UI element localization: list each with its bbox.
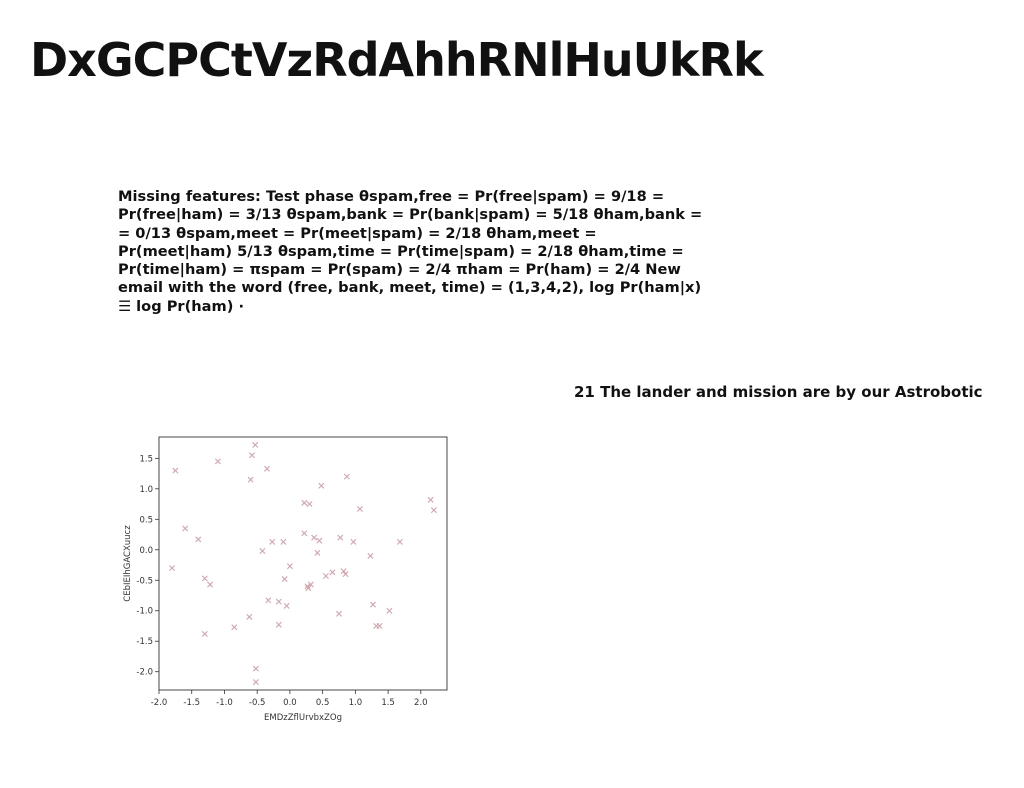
scatter-point — [269, 538, 276, 545]
scatter-point — [322, 573, 329, 579]
x-tick-label: 0.0 — [283, 698, 297, 708]
scatter-point — [286, 563, 293, 570]
scatter-point — [301, 499, 308, 506]
x-tick-label: 1.0 — [349, 698, 363, 708]
x-tick-label: -1.5 — [183, 698, 200, 708]
y-tick-label: 1.0 — [139, 485, 153, 495]
scatter-point — [207, 581, 214, 588]
scatter-point — [314, 549, 321, 556]
scatter-point — [214, 458, 221, 465]
scatter-point — [430, 507, 437, 514]
scatter-point — [201, 630, 208, 637]
body-paragraph: Missing features: Test phase θspam,free … — [118, 188, 703, 315]
scatter-point — [343, 473, 350, 480]
scatter-point — [259, 548, 266, 554]
x-tick-label: 1.5 — [381, 698, 395, 708]
scatter-point — [201, 575, 208, 582]
y-tick-label: -1.0 — [136, 607, 153, 617]
scatter-point — [265, 597, 272, 604]
scatter-point — [231, 624, 238, 631]
scatter-point — [337, 534, 344, 541]
scatter-point — [427, 496, 434, 503]
scatter-point — [370, 601, 377, 608]
x-tick-label: -0.5 — [249, 698, 266, 708]
scatter-point — [311, 534, 318, 541]
scatter-point — [318, 482, 325, 489]
x-tick-label: -1.0 — [216, 698, 233, 708]
y-tick-label: 0.0 — [139, 546, 153, 556]
x-tick-label: 0.5 — [316, 698, 330, 708]
scatter-point — [367, 552, 374, 559]
y-tick-label: 0.5 — [139, 515, 153, 525]
scatter-point — [304, 583, 311, 590]
scatter-point — [356, 505, 363, 512]
scatter-point — [195, 536, 202, 543]
x-axis-label: EMDzZflUrvbxZOg — [264, 713, 342, 723]
scatter-point — [169, 565, 176, 572]
scatter-point — [264, 465, 270, 472]
scatter-point — [172, 467, 179, 474]
scatter-point — [301, 530, 308, 537]
y-tick-label: -2.0 — [136, 668, 153, 678]
scatter-point — [307, 581, 314, 588]
caption-text: 21 The lander and mission are by our Ast… — [574, 383, 983, 401]
scatter-point — [283, 602, 290, 609]
x-tick-label: 2.0 — [414, 698, 428, 708]
scatter-point — [306, 501, 313, 508]
scatter-point — [340, 568, 347, 575]
x-tick-label: -2.0 — [151, 698, 168, 708]
page-title: DxGCPCtVzRdAhhRNlHuUkRk — [30, 33, 764, 87]
scatter-point — [252, 679, 259, 686]
scatter-point — [248, 452, 255, 459]
scatter-point — [252, 665, 259, 672]
scatter-point — [252, 441, 259, 448]
y-tick-label: -1.5 — [136, 637, 153, 647]
scatter-point — [281, 576, 288, 583]
scatter-point — [316, 537, 323, 544]
scatter-point — [336, 610, 342, 617]
scatter-point — [386, 607, 393, 614]
y-axis-label: CEbIEIhGACXuucz — [123, 525, 133, 602]
y-tick-label: -0.5 — [136, 576, 153, 586]
scatter-point — [376, 622, 383, 629]
scatter-point — [247, 476, 254, 483]
scatter-point — [396, 538, 403, 545]
plot-frame — [158, 436, 448, 691]
scatter-point — [275, 621, 282, 628]
scatter-point — [305, 585, 312, 592]
scatter-point — [275, 598, 282, 605]
scatter-point — [280, 538, 287, 545]
scatter-chart: -2.0 -1.5 -1.0 -0.5 0.0 0.5 1.0 1.5 2.0 1.5 1.0 0.5… — [123, 436, 448, 723]
scatter-point — [182, 525, 189, 532]
y-tick-label: 1.5 — [139, 454, 153, 464]
plot-layer: -2.0 -1.5 -1.0 -0.5 0.0 0.5 1.0 1.5 2.0 1.5 1.0 0.5… — [123, 436, 448, 723]
scatter-point — [350, 538, 357, 545]
scatter-point — [342, 571, 349, 578]
scatter-point — [246, 613, 253, 620]
scatter-point — [329, 569, 336, 576]
